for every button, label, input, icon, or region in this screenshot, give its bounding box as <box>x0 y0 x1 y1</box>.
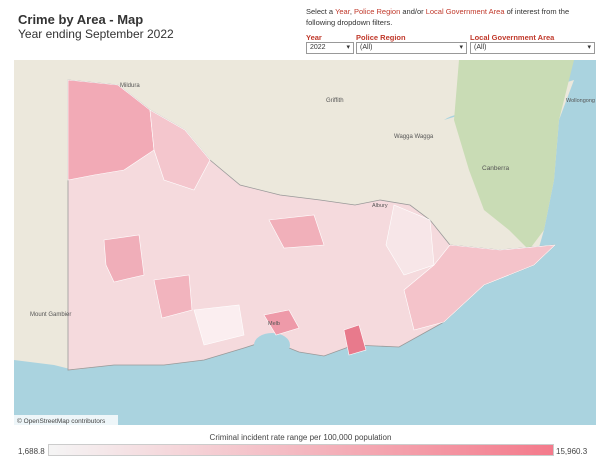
map: Mildura Griffith Wagga Wagga Canberra Al… <box>14 60 596 425</box>
place-label: Melb <box>268 321 280 327</box>
attribution[interactable]: © OpenStreetMap contributors <box>17 417 106 425</box>
instructions: Select a Year, Police Region and/or Loca… <box>306 6 586 28</box>
text: Local Government Area <box>425 7 505 16</box>
region <box>103 234 145 283</box>
place-label: Albury <box>372 203 388 209</box>
filter-label: Police Region <box>356 33 406 42</box>
text: Police Region <box>353 7 401 16</box>
place-label: Griffith <box>326 98 344 104</box>
legend-min: 1,688.8 <box>18 447 45 456</box>
region <box>67 79 155 181</box>
region <box>343 324 367 356</box>
text: Select a <box>306 7 336 16</box>
place-label: Wagga Wagga <box>394 134 434 140</box>
subtitle: Year ending September 2022 <box>18 27 174 41</box>
forest <box>454 60 574 250</box>
text: Year <box>335 7 350 16</box>
place-label: Canberra <box>482 165 509 172</box>
region <box>385 204 435 276</box>
place-label: Mount Gambier <box>30 312 71 318</box>
place-label: Wollongong <box>566 98 595 104</box>
dropdown[interactable]: (All) <box>470 42 595 54</box>
place-label: Mildura <box>120 83 140 89</box>
region <box>403 244 556 331</box>
filter-label: Year <box>306 33 322 42</box>
bay <box>254 333 290 357</box>
region <box>263 309 300 336</box>
text: of interest from the following dropdown … <box>306 7 570 27</box>
sea <box>14 60 596 425</box>
legend-title: Criminal incident rate range per 100,000… <box>209 433 392 442</box>
filter-label: Local Government Area <box>470 33 555 42</box>
dropdown[interactable]: (All) <box>356 42 467 54</box>
text: , <box>349 7 354 16</box>
legend-max: 15,960.3 <box>556 447 588 456</box>
region <box>149 109 211 191</box>
region <box>268 214 325 249</box>
region <box>193 304 245 346</box>
legend-gradient <box>48 444 554 456</box>
text: and/or <box>400 7 426 16</box>
dropdown[interactable]: 2022 <box>306 42 354 54</box>
region <box>153 274 193 319</box>
title: Crime by Area - Map <box>18 12 144 27</box>
attribution-bg <box>14 415 118 425</box>
legend-bar <box>48 444 554 456</box>
